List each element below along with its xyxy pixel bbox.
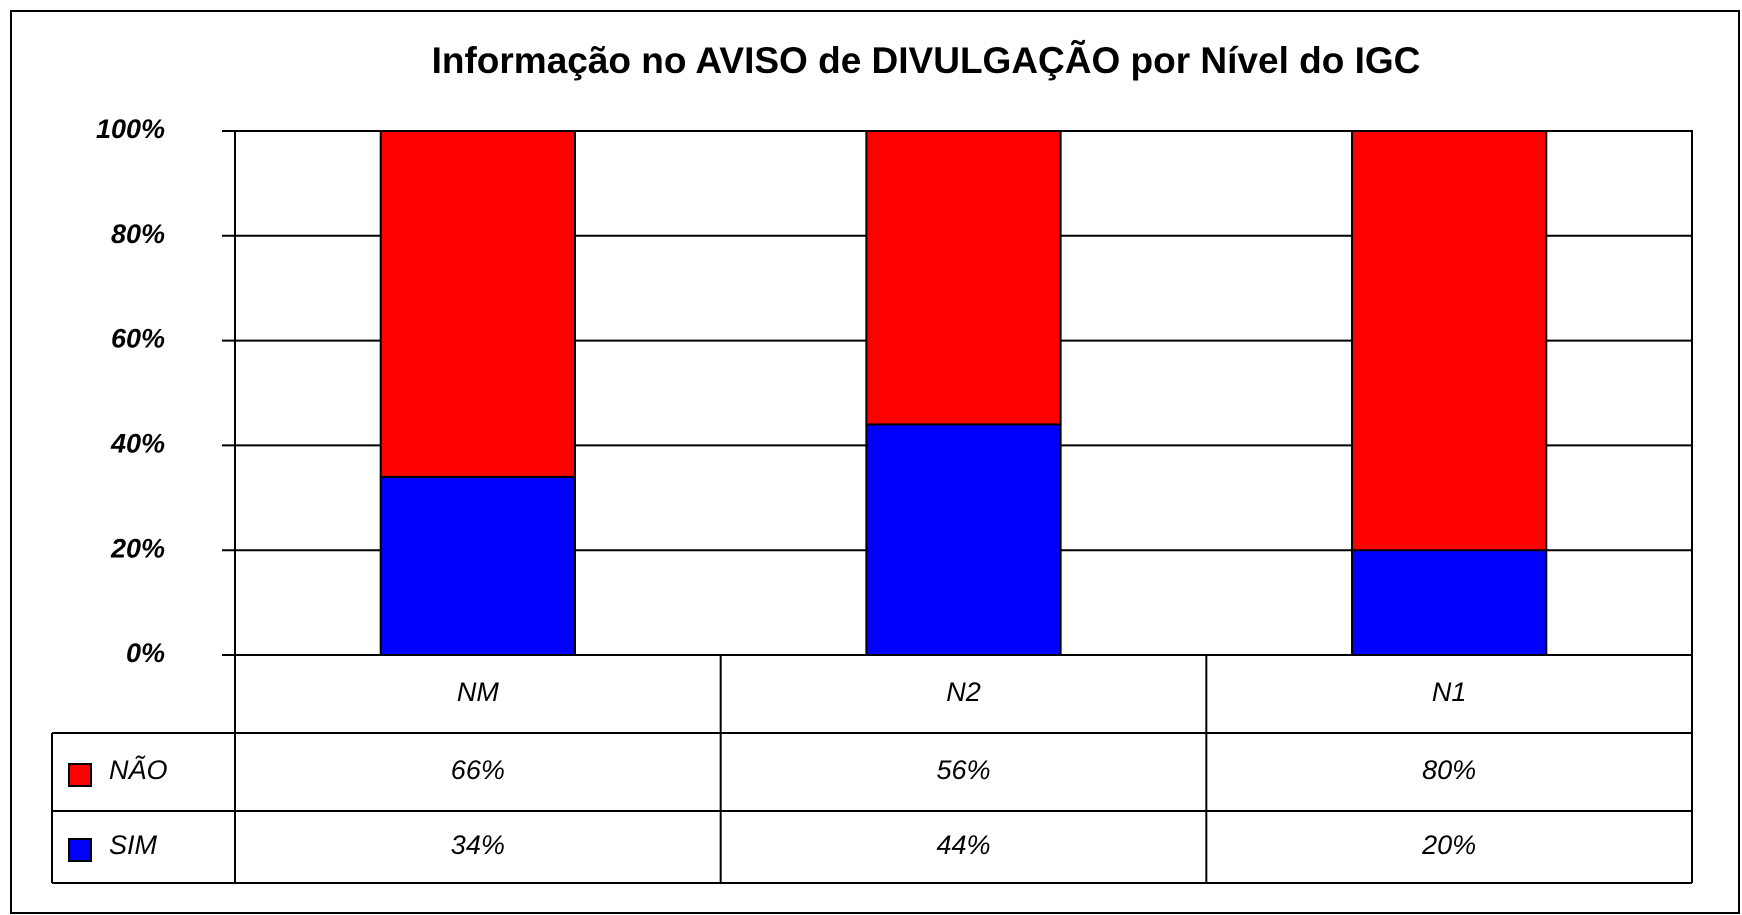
y-tick-label: 100% [96, 114, 165, 144]
legend-label: SIM [109, 830, 158, 860]
chart-title: Informação no AVISO de DIVULGAÇÃO por Ní… [432, 39, 1421, 81]
bar-segment [379, 130, 576, 478]
plot-border [234, 130, 1693, 656]
data-label: 44% [936, 830, 990, 860]
y-tick-label: 40% [110, 429, 165, 459]
data-label: 34% [451, 830, 505, 860]
bar-segment [865, 423, 1062, 656]
bar-segment [865, 130, 1062, 426]
legend-swatch [68, 838, 92, 862]
data-label: 66% [451, 755, 505, 785]
y-tick-label: 20% [110, 533, 165, 563]
y-tick-label: 80% [111, 219, 165, 249]
bar-segment [1351, 130, 1548, 552]
bar-segment [1351, 549, 1548, 657]
x-tick-label: NM [457, 677, 499, 707]
bar-segment [379, 475, 576, 656]
legend-label: NÃO [109, 754, 168, 785]
data-label: 56% [936, 755, 990, 785]
y-tick-label: 0% [126, 638, 165, 668]
x-tick-label: N1 [1432, 677, 1467, 707]
y-tick-label: 60% [111, 324, 165, 354]
legend-swatch [68, 763, 92, 787]
x-tick-label: N2 [946, 677, 981, 707]
data-label: 20% [1421, 830, 1476, 860]
data-label: 80% [1422, 755, 1476, 785]
